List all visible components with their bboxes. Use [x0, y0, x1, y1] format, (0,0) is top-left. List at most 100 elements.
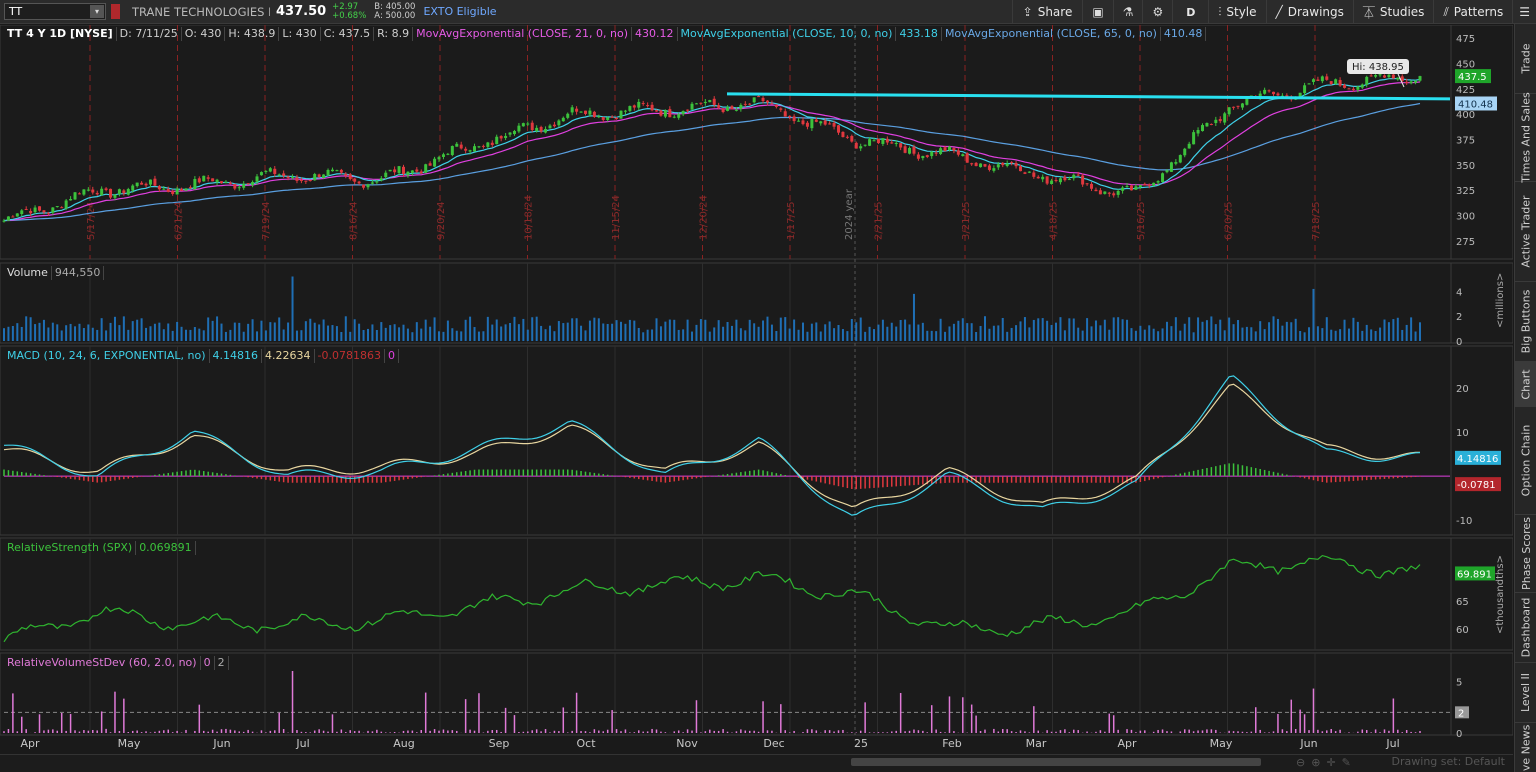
- rvol-v1: 0: [201, 656, 215, 670]
- rvol-label[interactable]: RelativeVolumeStDev (60, 2.0, no): [4, 656, 201, 670]
- bid-price: B: 405.00: [374, 1, 416, 12]
- candle-body: [15, 213, 19, 217]
- rs-label[interactable]: RelativeStrength (SPX): [4, 541, 137, 555]
- side-tab-big-buttons[interactable]: Big Buttons: [1515, 282, 1536, 362]
- candle-body: [220, 181, 224, 184]
- patterns-button[interactable]: ⫽ Patterns: [1433, 0, 1512, 24]
- studies-label: Studies: [1379, 5, 1425, 19]
- candle-body: [69, 198, 73, 201]
- candle-body: [313, 174, 317, 181]
- drawing-set-label[interactable]: Drawing set: Default: [1391, 755, 1505, 768]
- exto-eligible-link[interactable]: EXTO Eligible: [423, 5, 497, 18]
- menu-button[interactable]: ☰: [1512, 0, 1536, 24]
- candle-body: [317, 174, 321, 178]
- symbol-dropdown-icon[interactable]: ▾: [90, 5, 104, 18]
- side-tab-active-trader[interactable]: Active Trader: [1515, 182, 1536, 282]
- ema10-label[interactable]: MovAvgExponential (CLOSE, 10, 0, no): [678, 27, 897, 41]
- share-button[interactable]: ⇪ Share: [1011, 0, 1083, 24]
- ema65-label[interactable]: MovAvgExponential (CLOSE, 65, 0, no): [942, 27, 1161, 41]
- studies-button[interactable]: ⏄ Studies: [1352, 0, 1434, 24]
- candle-body: [610, 116, 614, 118]
- side-tab-trade[interactable]: Trade: [1515, 24, 1536, 94]
- candle-body: [619, 110, 623, 119]
- zoom-controls[interactable]: ⊖⊕✛✎: [1296, 756, 1357, 769]
- period-button[interactable]: D: [1172, 0, 1208, 24]
- candle-body: [188, 187, 192, 189]
- candle-body: [237, 187, 241, 189]
- side-tab-level-ii[interactable]: Level II: [1515, 663, 1536, 723]
- ema21-value: 430.12: [632, 27, 678, 41]
- candle-body: [641, 103, 645, 105]
- candle-body: [481, 145, 485, 147]
- candle-body: [517, 125, 521, 132]
- candle-body: [757, 96, 761, 98]
- side-tab-chart[interactable]: Chart: [1515, 362, 1536, 407]
- link-flag-icon[interactable]: [111, 4, 120, 19]
- zoom-out-icon[interactable]: ⊖: [1296, 756, 1312, 769]
- candle-body: [681, 110, 685, 115]
- rs-badge: [1455, 566, 1495, 581]
- candle-body: [1129, 185, 1133, 191]
- settings-button[interactable]: ⚙: [1142, 0, 1172, 24]
- chart-title[interactable]: TT 4 Y 1D [NYSE]: [4, 27, 117, 41]
- candle-body: [1081, 175, 1085, 185]
- studies-icon: ⏄: [1362, 5, 1375, 20]
- candle-body: [450, 146, 454, 155]
- drawings-button[interactable]: ╱ Drawings: [1265, 0, 1353, 24]
- period-label: D: [1186, 5, 1196, 19]
- crosshair-icon[interactable]: ✛: [1326, 756, 1342, 769]
- zoom-in-icon[interactable]: ⊕: [1311, 756, 1327, 769]
- candle-body: [1156, 181, 1160, 183]
- snapshot-button[interactable]: ▣: [1082, 0, 1112, 24]
- candle-body: [996, 164, 1000, 168]
- candle-body: [1223, 113, 1227, 123]
- candle-body: [1325, 76, 1329, 80]
- date-mark-label: 4/18/25: [1049, 201, 1060, 240]
- candle-body: [1178, 155, 1182, 163]
- candle-body: [86, 189, 90, 191]
- time-scrollbar[interactable]: [851, 758, 1261, 766]
- candle-body: [663, 110, 667, 117]
- candle-body: [1103, 191, 1107, 194]
- candle-body: [148, 179, 152, 185]
- candle-body: [699, 102, 703, 104]
- candle-body: [1138, 184, 1142, 187]
- candle-body: [814, 119, 818, 122]
- candle-body: [916, 154, 920, 159]
- symbol-input[interactable]: TT ▾: [4, 3, 106, 20]
- candle-body: [774, 104, 778, 107]
- candle-body: [95, 192, 99, 195]
- chart-canvas[interactable]: 5/17/24 6/21/24 7/19/24 8/16/24 9/20/24 10/18…: [0, 25, 1513, 754]
- date-mark-label: 6/20/25: [1224, 201, 1235, 240]
- candle-body: [64, 200, 68, 209]
- ema21-label[interactable]: MovAvgExponential (CLOSE, 21, 0, no): [413, 27, 633, 41]
- x-month-label: Apr: [1117, 737, 1137, 750]
- side-tab-phase-scores[interactable]: Phase Scores: [1515, 515, 1536, 593]
- candle-body: [1258, 93, 1262, 98]
- date-mark-label: 2/21/25: [874, 201, 885, 240]
- side-tab-live-news[interactable]: Live News: [1515, 723, 1536, 772]
- candle-body: [104, 188, 108, 190]
- x-month-label: Jun: [1299, 737, 1317, 750]
- style-icon: ⫶: [1218, 4, 1222, 19]
- side-tab-times-and-sales[interactable]: Times And Sales: [1515, 92, 1536, 183]
- style-button[interactable]: ⫶ Style: [1208, 0, 1265, 24]
- candle-body: [1320, 76, 1324, 82]
- side-tab-option-chain[interactable]: Option Chain: [1515, 407, 1536, 515]
- candle-body: [1334, 79, 1338, 84]
- panel-price: [0, 25, 1513, 260]
- candle-body: [739, 104, 743, 109]
- candle-body: [499, 136, 503, 139]
- candle-body: [357, 181, 361, 184]
- macd-avg: 4.22634: [262, 349, 315, 363]
- volume-label[interactable]: Volume: [4, 266, 52, 280]
- pencil-icon[interactable]: ✎: [1341, 756, 1357, 769]
- last-price-badge: [1455, 69, 1491, 84]
- candle-body: [530, 122, 534, 131]
- candle-body: [211, 178, 215, 182]
- side-tab-dashboard[interactable]: Dashboard: [1515, 593, 1536, 663]
- date-mark-label: 12/20/24: [699, 195, 710, 240]
- flask-button[interactable]: ⚗: [1112, 0, 1143, 24]
- candle-body: [1263, 89, 1267, 94]
- macd-label[interactable]: MACD (10, 24, 6, EXPONENTIAL, no): [4, 349, 210, 363]
